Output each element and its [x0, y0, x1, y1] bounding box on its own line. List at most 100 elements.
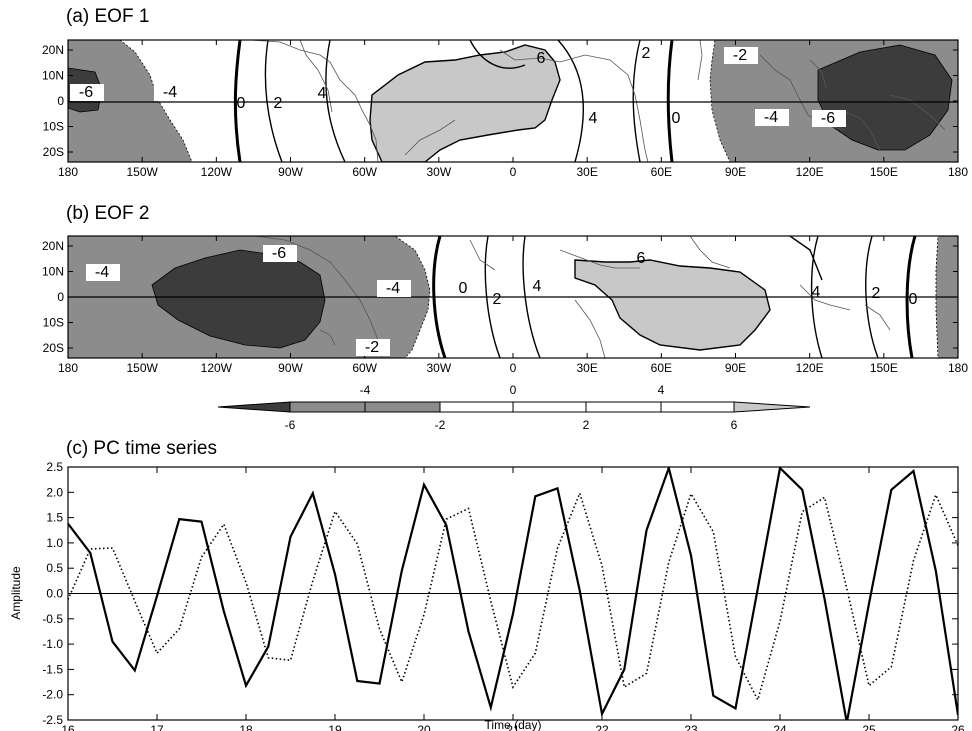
colorbar-segment	[585, 401, 662, 413]
x-tick-label: 18	[239, 723, 253, 731]
panel-pc-timeseries: (c) PC time series 16 17 18 19 20 21 22 23 24 25 2…	[9, 438, 965, 731]
eof2-contour-label: 2	[493, 291, 502, 308]
eof1-lon-tick-label: 30W	[426, 165, 451, 179]
eof2-lat-tick-label: 20N	[42, 239, 64, 253]
eof2-contour-label-bg	[356, 339, 390, 356]
eof2-contour-label: 4	[533, 278, 542, 295]
x-tick-label: 25	[862, 723, 876, 731]
eof2-contour-label-bg	[86, 264, 120, 281]
panel-a-title: (a) EOF 1	[66, 6, 149, 27]
eof2-strong-neg-pacific	[151, 249, 326, 349]
eof1-lon-tick-label: 30E	[576, 165, 597, 179]
colorbar-segment	[364, 401, 441, 413]
series-dotted-line	[68, 490, 958, 702]
eof2-contour-label-bg	[263, 245, 297, 262]
colorbar-bottom-label: -6	[285, 418, 296, 432]
panel-c-series	[68, 467, 958, 720]
eof2-contour-label: -2	[365, 339, 379, 356]
colorbar-top-label: 4	[658, 383, 665, 397]
colorbar-segment	[660, 401, 735, 413]
x-tick-label: 21	[506, 723, 520, 731]
eof2-pos-region-indian	[574, 259, 771, 351]
x-tick-label: 26	[951, 723, 965, 731]
eof1-contour-label-bg	[724, 47, 758, 64]
x-tick-label: 20	[417, 723, 431, 731]
y-axis-label: Amplitude	[9, 566, 23, 620]
eof2-contour-label: 2	[872, 285, 881, 302]
colorbar-bottom-label: 2	[583, 418, 590, 432]
eof1-contour-label: 4	[318, 85, 327, 102]
eof2-lat-tick-label: 0	[57, 290, 64, 304]
eof2-contour-label-bg	[377, 280, 411, 297]
y-tick-label: 2.5	[46, 460, 63, 474]
colorbar-top-label: -4	[360, 383, 371, 397]
eof2-lon-tick-label: 120E	[796, 361, 824, 375]
colorbar: -4 0 4 -6 -2 2 6	[217, 383, 811, 432]
eof1-contour-label: 0	[672, 110, 681, 127]
colorbar-bottom-label: 6	[731, 418, 738, 432]
eof2-contour-label: 0	[909, 291, 918, 308]
eof2-lon-tick-label: 150W	[126, 361, 158, 375]
eof2-contour-label: -4	[95, 264, 109, 281]
y-tick-label: -2.5	[42, 713, 63, 727]
x-tick-label: 19	[328, 723, 342, 731]
y-tick-label: 1.5	[46, 511, 63, 525]
eof1-contour-label: 6	[537, 50, 546, 67]
panel-c-axes: 16 17 18 19 20 21 22 23 24 25 26 2.5 2.0 1.5 1.0 0.5 0.0…	[42, 460, 965, 731]
colorbar-top-label: 0	[510, 383, 517, 397]
eof2-contour-label: -6	[272, 245, 286, 262]
eof2-contour-label: 0	[459, 280, 468, 297]
eof1-contour-label-bg	[755, 109, 789, 126]
eof1-lon-tick-label: 90W	[278, 165, 303, 179]
eof1-contour-label: -6	[79, 84, 93, 101]
y-tick-label: -1.5	[42, 662, 63, 676]
y-tick-label: 1.0	[46, 536, 63, 550]
eof1-lat-tick-label: 20S	[43, 145, 64, 159]
y-tick-label: -0.5	[42, 612, 63, 626]
eof1-contour-label: -2	[733, 47, 747, 64]
eof1-lon-tick-label: 180	[948, 165, 968, 179]
eof2-lon-tick-label: 60W	[352, 361, 377, 375]
panel-eof1: (a) EOF 1	[42, 6, 968, 179]
eof2-lon-tick-label: 90E	[725, 361, 746, 375]
colorbar-segment	[733, 401, 811, 413]
eof2-contour-label: 4	[812, 284, 821, 301]
panel-b-contour-labels: -4 -6 -4 -2 0 2 4 6 4 2 0	[86, 245, 918, 356]
eof2-lon-tick-label: 90W	[278, 361, 303, 375]
eof2-lat-tick-label: 20S	[43, 341, 64, 355]
x-tick-label: 24	[773, 723, 787, 731]
colorbar-segment	[289, 401, 366, 413]
y-tick-label: -1.0	[42, 637, 63, 651]
eof1-contour-label-bg	[812, 110, 846, 127]
eof1-lat-tick-label: 10S	[43, 120, 64, 134]
panel-eof2: (b) EOF 2	[42, 203, 968, 375]
eof1-contour-label: 0	[237, 95, 246, 112]
panel-c-title: (c) PC time series	[66, 438, 217, 459]
series-solid-line	[68, 467, 958, 720]
eof1-contour-label: -4	[764, 109, 778, 126]
eof1-contour-label: -6	[821, 110, 835, 127]
eof1-lon-tick-label: 150W	[126, 165, 158, 179]
eof2-lon-tick-label: 30E	[576, 361, 597, 375]
y-tick-label: -2.0	[42, 688, 63, 702]
colorbar-segment	[439, 401, 514, 413]
eof2-lon-tick-label: 30W	[426, 361, 451, 375]
colorbar-segment	[217, 401, 291, 413]
eof2-lon-tick-label: 120W	[201, 361, 233, 375]
panel-b-title: (b) EOF 2	[66, 203, 149, 224]
eof1-lon-tick-label: 120W	[201, 165, 233, 179]
panel-a-axes: 180 150W 120W 90W 60W 30W 0 30E 60E 90E 120E 150E 18…	[42, 40, 968, 179]
eof2-contour-label: 6	[637, 250, 646, 267]
y-tick-label: 0.5	[46, 561, 63, 575]
eof1-contour-label: -4	[163, 84, 177, 101]
x-tick-label: 16	[61, 723, 75, 731]
x-axis-label: Time (day)	[485, 718, 542, 731]
eof1-pos-region-atlantic	[369, 44, 561, 162]
eof2-lat-tick-label: 10S	[43, 316, 64, 330]
eof1-neg-region-west	[68, 40, 193, 162]
eof2-lat-tick-label: 10N	[42, 265, 64, 279]
eof1-contour-label-bg	[154, 84, 188, 101]
eof1-lon-tick-label: 180	[58, 165, 78, 179]
eof2-lon-tick-label: 0	[510, 361, 517, 375]
